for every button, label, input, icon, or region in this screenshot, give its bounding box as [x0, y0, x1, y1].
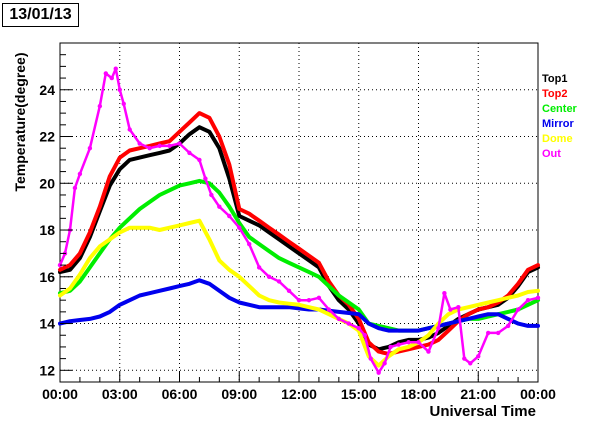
series-point-out [266, 274, 272, 279]
series-point-out [286, 288, 292, 294]
series-group [57, 66, 541, 375]
series-point-out [326, 307, 332, 312]
legend-entry-dome: Dome [542, 133, 573, 145]
x-tick-label: 12:00 [281, 386, 317, 402]
axis-ticks: 00:00 03:00 06:00 09:00 12:00 15:00 18:00 21:00… [39, 54, 556, 402]
series-point-out [72, 185, 78, 191]
series-point-out [396, 342, 401, 347]
series-point-out [362, 333, 367, 338]
series-point-out [448, 307, 453, 312]
series-point-out [117, 87, 122, 92]
y-tick-label: 12 [39, 362, 55, 378]
series-point-out [177, 141, 182, 146]
series-point-out [137, 141, 142, 146]
series-point-out [167, 143, 172, 149]
series-point-out [468, 361, 473, 366]
y-tick-label: 22 [39, 129, 55, 145]
x-axis-label: Universal Time [430, 403, 536, 420]
x-tick-label: 00:00 [520, 386, 556, 402]
y-axis-label: Temperature(degree) [12, 52, 28, 191]
x-tick-label: 06:00 [162, 386, 198, 402]
series-point-out [416, 340, 421, 345]
series-point-out [515, 307, 521, 312]
series-point-out [247, 241, 252, 247]
series-point-out [336, 316, 342, 322]
series-point-out [237, 225, 242, 230]
series-point-out [87, 146, 93, 151]
series-point-out [197, 157, 202, 163]
y-tick-label: 24 [39, 82, 55, 98]
x-tick-label: 15:00 [341, 386, 377, 402]
series-point-out [316, 295, 322, 301]
x-tick-label: 00:00 [42, 386, 78, 402]
series-point-out [217, 204, 222, 209]
series-point-out [406, 340, 411, 345]
series-point-out [276, 279, 282, 284]
series-point-out [388, 344, 393, 350]
series-point-out [306, 297, 312, 303]
series-point-out [382, 361, 387, 366]
series-point-out [535, 295, 541, 301]
series-point-out [495, 330, 501, 336]
series-point-out [121, 101, 126, 106]
series-point-out [426, 349, 431, 354]
y-tick-label: 14 [39, 316, 55, 332]
series-point-out [227, 213, 232, 219]
series-point-out [113, 66, 118, 71]
series-point-out [187, 150, 192, 156]
grid-lines [60, 43, 538, 382]
series-point-out [296, 297, 302, 303]
y-tick-label: 20 [39, 175, 55, 191]
series-point-out [462, 356, 467, 361]
series-point-out [77, 171, 83, 177]
series-point-out [476, 354, 481, 359]
series-point-out [103, 71, 109, 76]
series-line-mirror [58, 278, 540, 333]
legend-entry-top2: Top2 [542, 88, 568, 100]
series-point-out [147, 146, 152, 151]
legend: Top1 Top2 Center Mirror Dome Out [542, 72, 577, 162]
x-tick-label: 09:00 [221, 386, 257, 402]
series-point-out [525, 297, 531, 303]
series-point-out [486, 330, 491, 336]
series-point-out [209, 192, 214, 198]
legend-entry-out: Out [542, 148, 561, 160]
y-tick-label: 18 [39, 222, 55, 238]
legend-entry-top1: Top1 [542, 73, 568, 85]
series-point-out [346, 321, 351, 326]
series-point-out [436, 326, 441, 331]
legend-entry-mirror: Mirror [542, 118, 574, 130]
series-point-out [157, 143, 162, 149]
series-point-out [356, 326, 361, 331]
date-label: 13/01/13 [2, 3, 79, 27]
series-point-out [256, 265, 262, 270]
y-tick-label: 16 [39, 269, 55, 285]
series-point-out [442, 290, 447, 296]
series-point-out [376, 370, 381, 375]
series-point-out [97, 103, 103, 109]
series-point-out [203, 176, 208, 181]
series-point-out [109, 75, 114, 81]
x-tick-label: 18:00 [401, 386, 437, 402]
legend-entry-center: Center [542, 103, 577, 115]
series-point-out [456, 304, 461, 310]
x-tick-label: 03:00 [102, 386, 138, 402]
series-point-out [368, 356, 373, 361]
x-tick-label: 21:00 [460, 386, 496, 402]
series-point-out [505, 323, 511, 329]
series-point-out [127, 127, 132, 132]
